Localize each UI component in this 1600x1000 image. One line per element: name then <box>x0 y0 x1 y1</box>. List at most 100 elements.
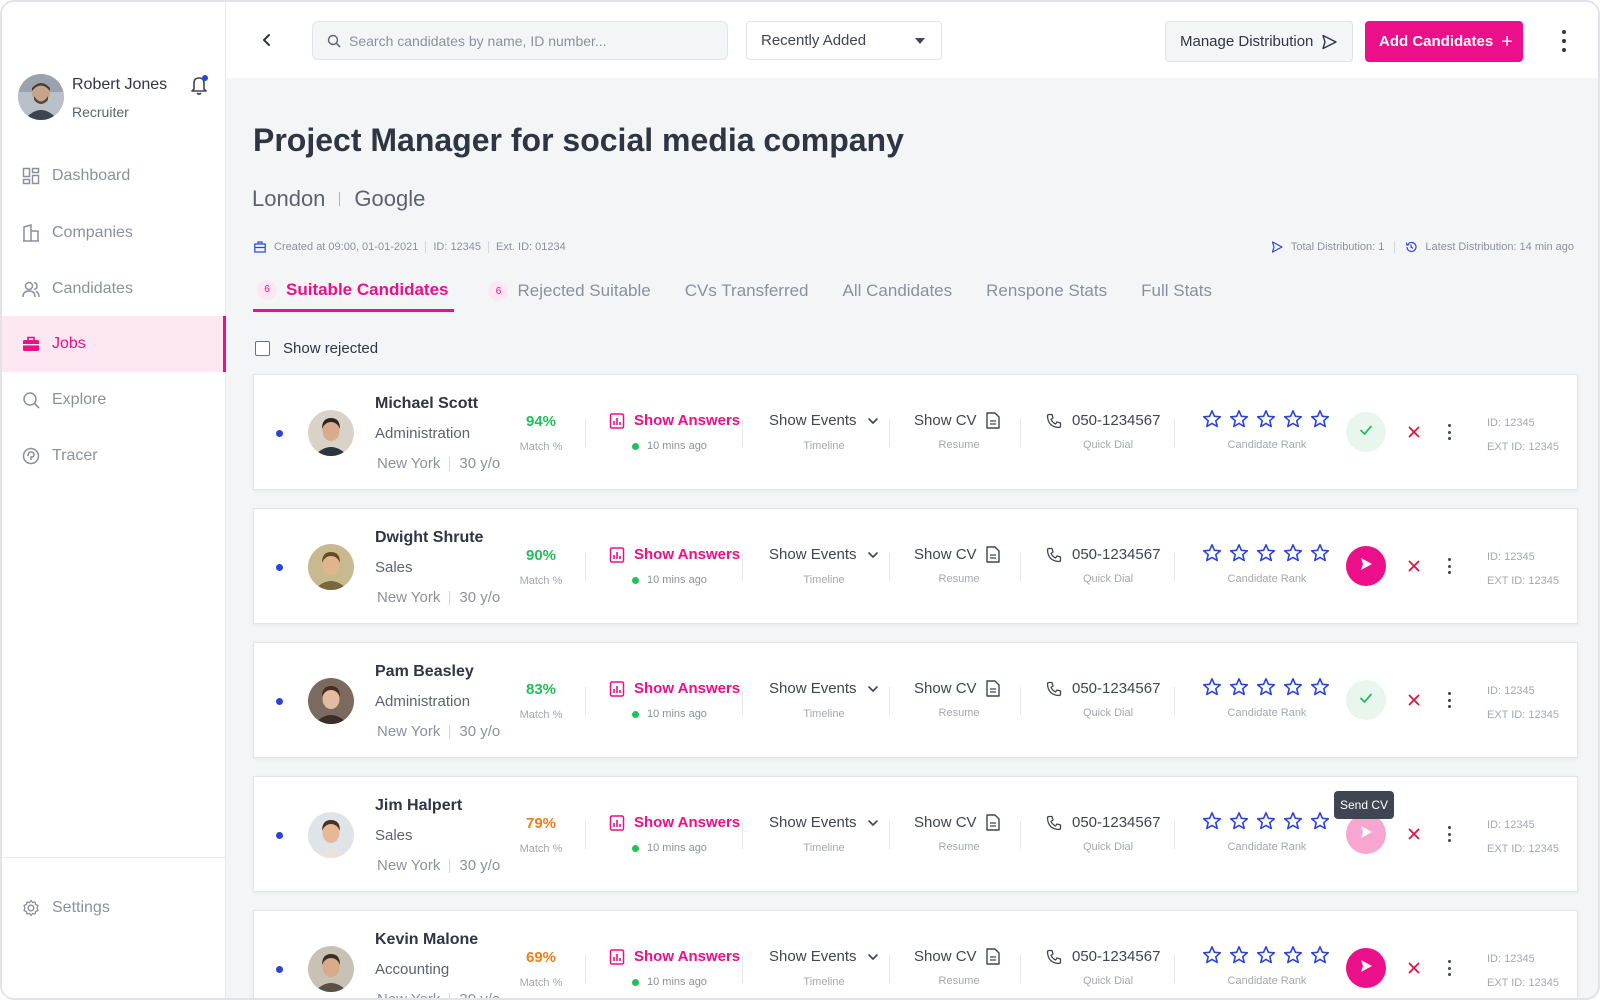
show-answers-button[interactable]: Show Answers <box>609 412 740 429</box>
tab-suitable-candidates[interactable]: 6 Suitable Candidates <box>253 278 455 312</box>
show-answers-button[interactable]: Show Answers <box>609 680 740 697</box>
tab-rejected-suitable[interactable]: 6 Rejected Suitable <box>488 278 651 312</box>
reject-close-icon[interactable] <box>1404 422 1424 442</box>
star-icon[interactable] <box>1283 409 1303 429</box>
candidate-name[interactable]: Pam Beasley <box>375 663 474 680</box>
star-icon[interactable] <box>1202 811 1222 831</box>
candidate-card[interactable]: Jim Halpert Sales New York 30 y/o 79% Ma… <box>253 776 1578 892</box>
back-arrow-icon[interactable] <box>256 29 278 51</box>
star-icon[interactable] <box>1310 409 1330 429</box>
tab-response-stats[interactable]: Renspone Stats <box>986 278 1107 312</box>
star-icon[interactable] <box>1310 543 1330 563</box>
show-events-dropdown[interactable]: Show Events <box>769 412 879 429</box>
send-cv-button[interactable] <box>1346 546 1386 586</box>
show-cv-button[interactable]: Show CV <box>914 680 1000 697</box>
tab-cvs-transferred[interactable]: CVs Transferred <box>685 278 809 312</box>
send-cv-button[interactable] <box>1346 948 1386 988</box>
show-cv-button[interactable]: Show CV <box>914 412 1000 429</box>
star-icon[interactable] <box>1310 811 1330 831</box>
star-icon[interactable] <box>1202 543 1222 563</box>
notification-bell-icon[interactable] <box>188 74 210 96</box>
send-cv-button[interactable] <box>1346 814 1386 854</box>
star-icon[interactable] <box>1283 945 1303 965</box>
candidate-rank-stars[interactable] <box>1202 811 1337 831</box>
add-candidates-button[interactable]: Add Candidates + <box>1365 21 1523 62</box>
star-icon[interactable] <box>1229 677 1249 697</box>
quick-dial-button[interactable]: 050-1234567 <box>1046 814 1160 831</box>
candidate-card[interactable]: Kevin Malone Accounting New York 30 y/o … <box>253 910 1578 998</box>
user-profile[interactable]: Robert Jones Recruiter <box>18 74 218 124</box>
star-icon[interactable] <box>1283 543 1303 563</box>
show-events-dropdown[interactable]: Show Events <box>769 814 879 831</box>
star-icon[interactable] <box>1256 409 1276 429</box>
candidate-name[interactable]: Dwight Shrute <box>375 529 484 546</box>
candidate-name[interactable]: Michael Scott <box>375 395 479 412</box>
sidebar-item-candidates[interactable]: Candidates <box>2 261 226 317</box>
star-icon[interactable] <box>1256 677 1276 697</box>
card-more-options-icon[interactable] <box>1443 690 1455 710</box>
sidebar-item-companies[interactable]: Companies <box>2 205 226 261</box>
card-more-options-icon[interactable] <box>1443 824 1455 844</box>
star-icon[interactable] <box>1283 811 1303 831</box>
star-icon[interactable] <box>1256 811 1276 831</box>
card-more-options-icon[interactable] <box>1443 422 1455 442</box>
candidate-rank-stars[interactable] <box>1202 409 1337 429</box>
sidebar-item-dashboard[interactable]: Dashboard <box>2 148 226 204</box>
quick-dial-button[interactable]: 050-1234567 <box>1046 412 1160 429</box>
candidate-rank-stars[interactable] <box>1202 945 1337 965</box>
star-icon[interactable] <box>1256 543 1276 563</box>
quick-dial-button[interactable]: 050-1234567 <box>1046 680 1160 697</box>
show-cv-button[interactable]: Show CV <box>914 948 1000 965</box>
star-icon[interactable] <box>1229 543 1249 563</box>
star-icon[interactable] <box>1202 945 1222 965</box>
approve-check-button[interactable] <box>1346 680 1386 720</box>
candidate-name[interactable]: Jim Halpert <box>375 797 463 814</box>
tab-all-candidates[interactable]: All Candidates <box>843 278 953 312</box>
show-answers-button[interactable]: Show Answers <box>609 546 740 563</box>
reject-close-icon[interactable] <box>1404 556 1424 576</box>
show-answers-button[interactable]: Show Answers <box>609 948 740 965</box>
show-events-dropdown[interactable]: Show Events <box>769 680 879 697</box>
card-more-options-icon[interactable] <box>1443 556 1455 576</box>
candidate-card[interactable]: Michael Scott Administration New York 30… <box>253 374 1578 490</box>
manage-distribution-button[interactable]: Manage Distribution <box>1165 21 1353 62</box>
show-rejected-toggle[interactable]: Show rejected <box>255 340 378 357</box>
show-answers-button[interactable]: Show Answers <box>609 814 740 831</box>
show-cv-button[interactable]: Show CV <box>914 814 1000 831</box>
star-icon[interactable] <box>1229 811 1249 831</box>
card-more-options-icon[interactable] <box>1443 958 1455 978</box>
search-input[interactable]: Search candidates by name, ID number... <box>312 21 728 60</box>
candidate-rank-stars[interactable] <box>1202 543 1337 563</box>
quick-dial-button[interactable]: 050-1234567 <box>1046 948 1160 965</box>
show-events-dropdown[interactable]: Show Events <box>769 948 879 965</box>
approve-check-button[interactable] <box>1346 412 1386 452</box>
sidebar-item-jobs[interactable]: Jobs <box>2 316 226 372</box>
reject-close-icon[interactable] <box>1404 824 1424 844</box>
star-icon[interactable] <box>1202 677 1222 697</box>
sort-dropdown[interactable]: Recently Added <box>746 21 942 60</box>
distribution-meta: Total Distribution: 1 Latest Distributio… <box>1271 241 1574 253</box>
star-icon[interactable] <box>1283 677 1303 697</box>
sidebar-item-explore[interactable]: Explore <box>2 372 226 428</box>
star-icon[interactable] <box>1229 409 1249 429</box>
tab-full-stats[interactable]: Full Stats <box>1141 278 1212 312</box>
show-cv-button[interactable]: Show CV <box>914 546 1000 563</box>
show-events-dropdown[interactable]: Show Events <box>769 546 879 563</box>
star-icon[interactable] <box>1256 945 1276 965</box>
candidate-card[interactable]: Pam Beasley Administration New York 30 y… <box>253 642 1578 758</box>
show-rejected-checkbox[interactable] <box>255 341 270 356</box>
sidebar-item-tracer[interactable]: Tracer <box>2 428 226 484</box>
star-icon[interactable] <box>1310 945 1330 965</box>
more-options-icon[interactable] <box>1556 30 1572 52</box>
candidate-name[interactable]: Kevin Malone <box>375 931 479 948</box>
star-icon[interactable] <box>1202 409 1222 429</box>
quick-dial-button[interactable]: 050-1234567 <box>1046 546 1160 563</box>
star-icon[interactable] <box>1310 677 1330 697</box>
reject-close-icon[interactable] <box>1404 690 1424 710</box>
candidate-card[interactable]: Dwight Shrute Sales New York 30 y/o 90% … <box>253 508 1578 624</box>
reject-close-icon[interactable] <box>1404 958 1424 978</box>
candidate-rank-stars[interactable] <box>1202 677 1337 697</box>
star-icon[interactable] <box>1229 945 1249 965</box>
sidebar-item-settings[interactable]: Settings <box>2 880 226 936</box>
send-cv-tooltip: Send CV <box>1334 791 1394 819</box>
